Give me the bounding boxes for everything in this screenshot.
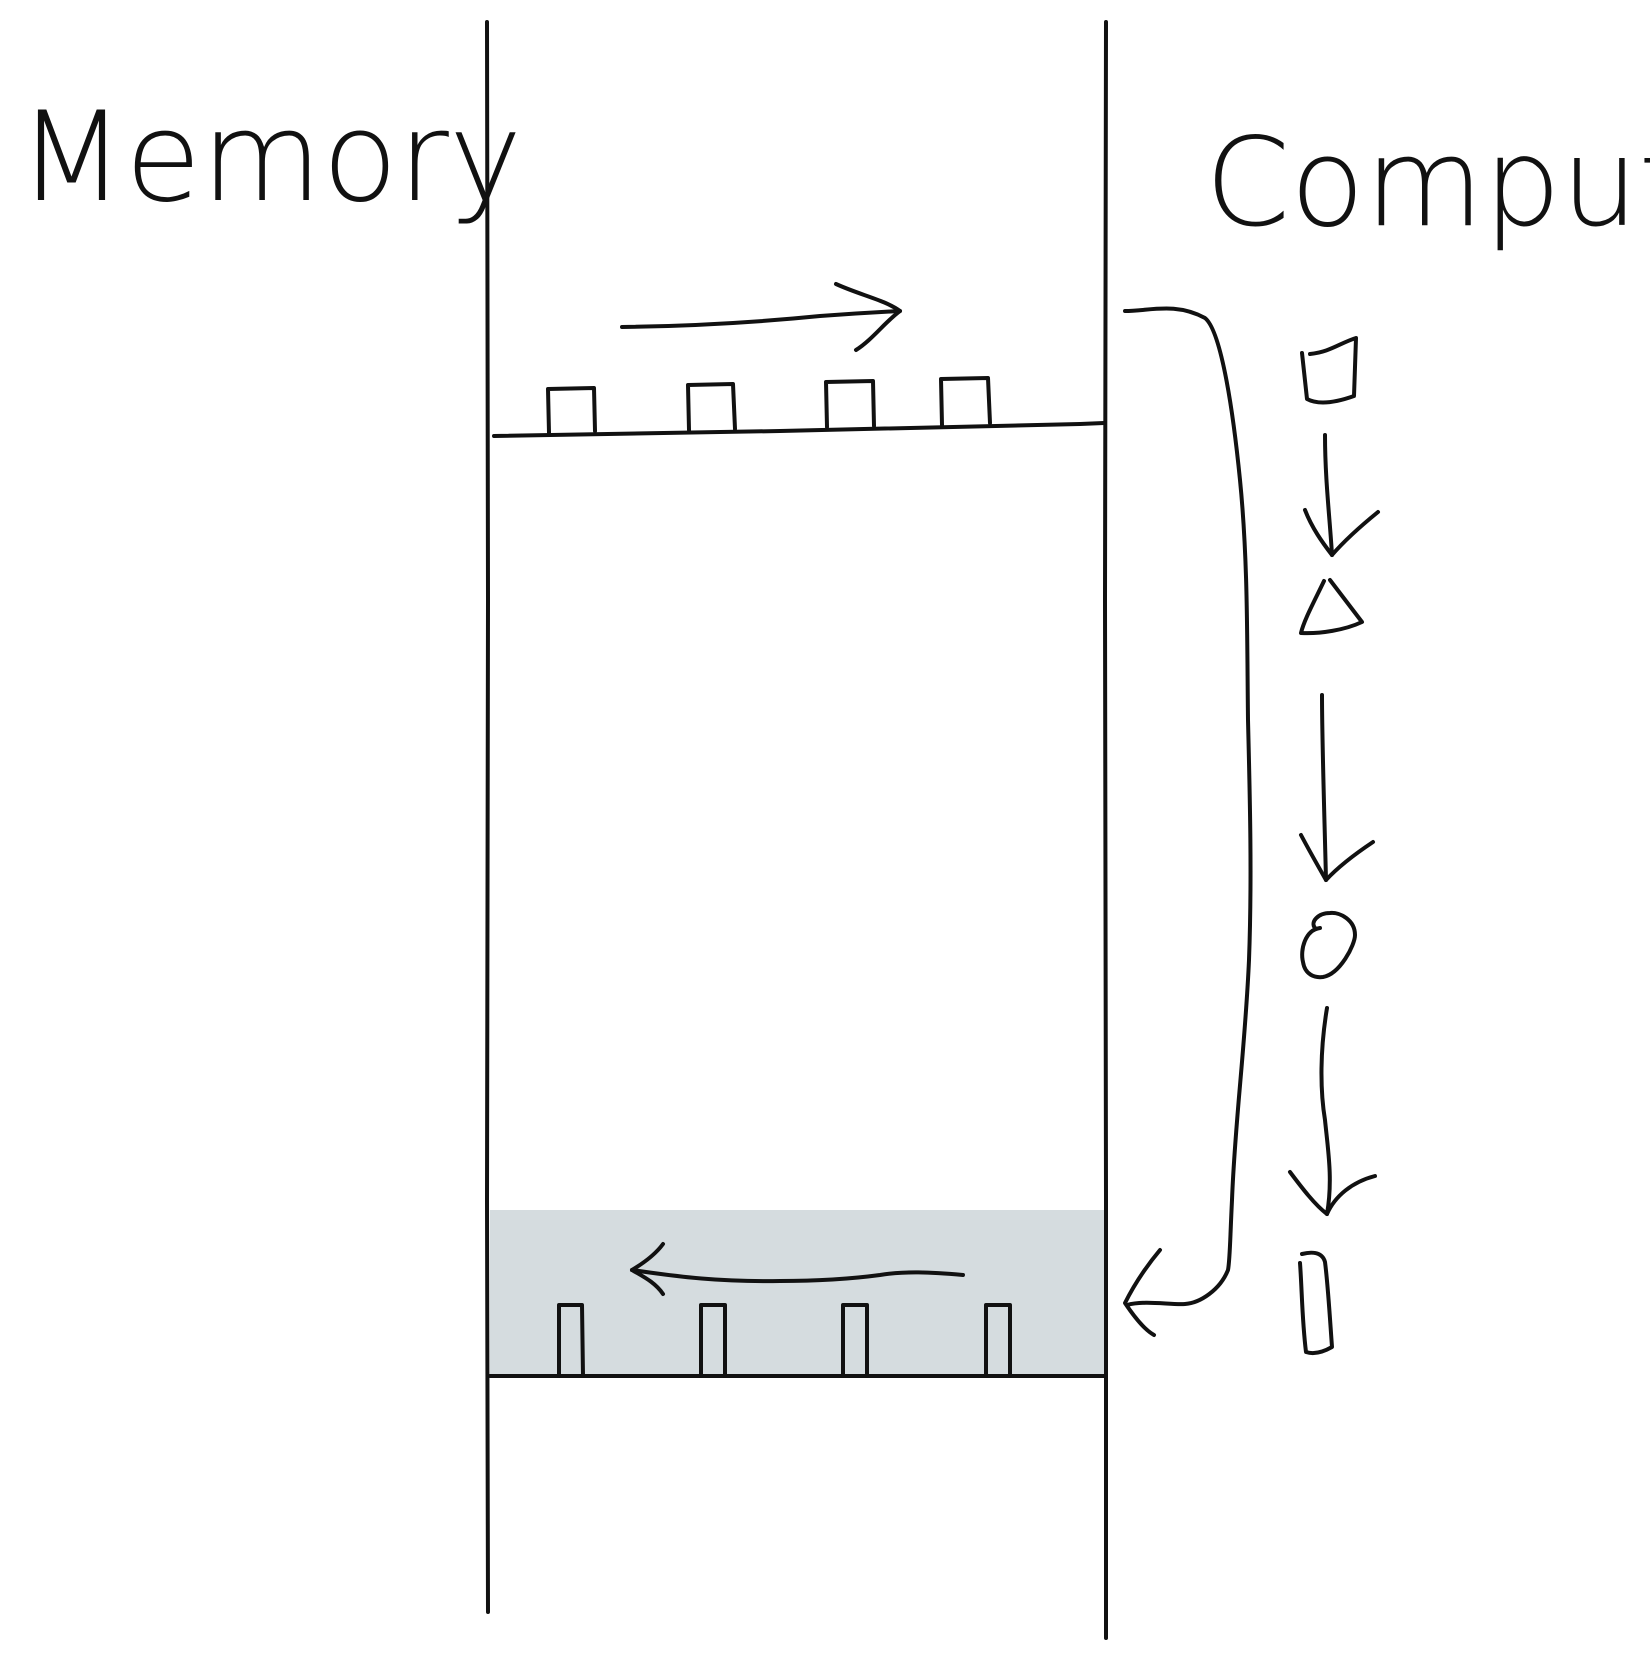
input-cell bbox=[939, 376, 992, 427]
narrow-rectangle-icon bbox=[1298, 1250, 1334, 1356]
circle-icon bbox=[1300, 910, 1357, 980]
input-arrow-right bbox=[620, 309, 902, 329]
output-cell bbox=[984, 1303, 1012, 1378]
stage-arrowhead bbox=[1288, 1170, 1377, 1216]
output-cell bbox=[699, 1303, 727, 1378]
memory-label: Memory bbox=[18, 86, 522, 230]
compute-loop-path bbox=[1123, 306, 1253, 1307]
loop-arrowhead bbox=[1123, 1248, 1162, 1337]
stage-arrowhead bbox=[1303, 508, 1380, 557]
memory-right-wall bbox=[1103, 20, 1108, 1640]
output-cell bbox=[841, 1303, 869, 1378]
memory-left-wall bbox=[485, 20, 490, 1614]
input-row-baseline bbox=[492, 421, 1106, 438]
output-cell bbox=[557, 1303, 585, 1378]
compute-label: Compute bbox=[1205, 112, 1650, 254]
input-cell bbox=[546, 386, 597, 435]
triangle-icon bbox=[1299, 578, 1364, 636]
output-arrow-left bbox=[630, 1268, 965, 1284]
input-cell bbox=[686, 382, 737, 432]
input-cell bbox=[824, 379, 876, 429]
stage-arrowhead bbox=[1299, 833, 1375, 882]
square-icon bbox=[1300, 336, 1358, 405]
stage-arrow bbox=[1320, 693, 1328, 882]
shaded-output-region bbox=[490, 1210, 1105, 1375]
input-arrowhead bbox=[834, 282, 902, 352]
output-arrowhead bbox=[630, 1242, 665, 1296]
stage-arrow bbox=[1319, 1006, 1332, 1216]
stage-arrow bbox=[1323, 433, 1334, 557]
